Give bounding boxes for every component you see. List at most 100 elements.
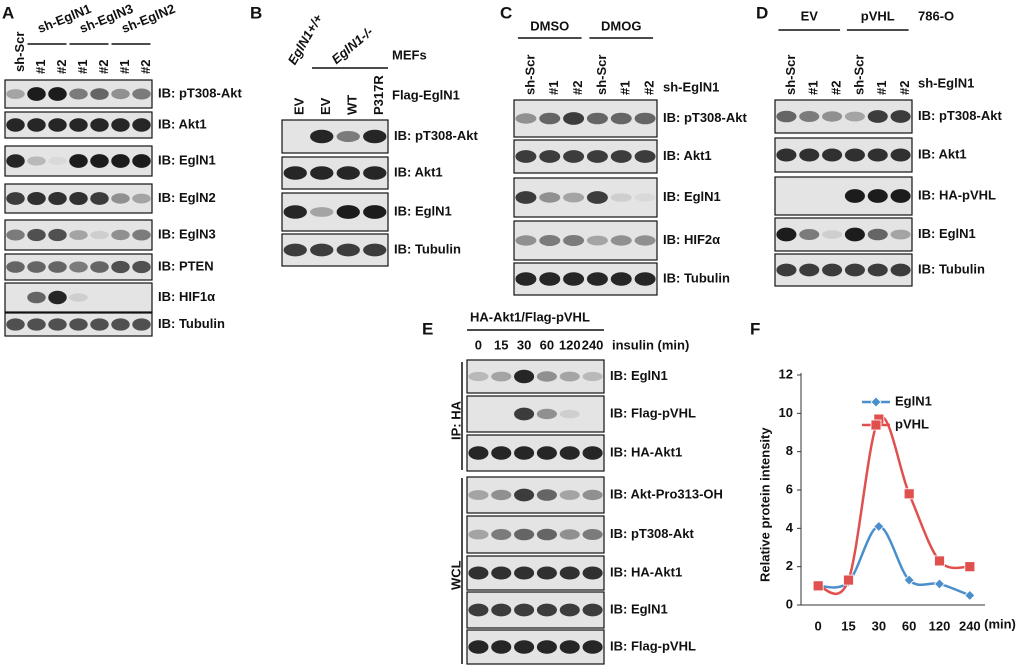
band xyxy=(27,156,46,166)
band xyxy=(514,407,535,421)
band xyxy=(48,118,67,132)
band xyxy=(634,112,656,125)
lane-label: #2 xyxy=(642,81,657,95)
lane-label: 15 xyxy=(494,337,508,352)
band xyxy=(634,150,656,163)
x-axis-label: (min) xyxy=(984,616,1016,631)
band xyxy=(111,154,130,168)
panel-label: F xyxy=(750,319,760,338)
y-axis-label: Relative protein intensity xyxy=(757,427,772,582)
lane-label: #2 xyxy=(897,81,912,95)
blot-label: IB: HA-Akt1 xyxy=(610,564,682,579)
band xyxy=(27,291,46,304)
y-tick-label: 2 xyxy=(786,558,793,573)
band xyxy=(822,230,843,239)
blot xyxy=(513,262,658,296)
band xyxy=(90,154,109,168)
band xyxy=(90,318,109,331)
lane-label: #1 xyxy=(618,81,633,95)
lane-label: sh-Scr xyxy=(12,32,27,72)
blot-label: IB: Tubulin xyxy=(394,241,461,256)
band xyxy=(468,603,489,617)
band xyxy=(6,154,25,168)
band xyxy=(514,566,535,580)
band xyxy=(536,408,557,420)
band xyxy=(586,235,608,246)
group-label: IP: HA xyxy=(448,400,463,440)
blot-label: IB: Tubulin xyxy=(918,261,985,276)
band xyxy=(90,118,109,132)
blot xyxy=(513,99,658,138)
band xyxy=(6,89,25,99)
band xyxy=(514,488,535,502)
band xyxy=(283,243,307,257)
band xyxy=(48,156,67,166)
blot-label: IB: Flag-pVHL xyxy=(610,638,696,653)
band xyxy=(822,263,843,277)
band xyxy=(132,260,151,274)
band xyxy=(844,189,865,203)
y-tick-label: 6 xyxy=(786,481,793,496)
group-label: DMSO xyxy=(530,18,569,33)
lane-label: #2 xyxy=(138,60,153,74)
blot xyxy=(466,629,605,665)
x-tick-label: 0 xyxy=(815,618,822,633)
band xyxy=(491,640,512,654)
band xyxy=(559,603,580,617)
band xyxy=(69,118,88,132)
band xyxy=(610,150,632,163)
band xyxy=(468,371,489,382)
band xyxy=(536,640,557,654)
panel-label: D xyxy=(756,3,768,22)
blot xyxy=(774,217,913,252)
blot-label: IB: EglN1 xyxy=(158,152,216,167)
band xyxy=(539,272,561,286)
band xyxy=(6,192,25,205)
blot xyxy=(466,591,605,629)
band xyxy=(132,193,151,204)
marker xyxy=(934,555,945,567)
band xyxy=(586,191,608,204)
lane-title: sh-EglN1 xyxy=(918,75,974,90)
band xyxy=(539,235,561,246)
band xyxy=(6,118,25,132)
marker xyxy=(873,520,885,532)
band xyxy=(491,529,512,540)
y-tick-label: 10 xyxy=(779,405,793,420)
lane-label: P317R xyxy=(371,75,386,115)
band xyxy=(890,148,911,162)
band xyxy=(69,88,88,100)
band xyxy=(822,148,843,162)
band xyxy=(515,191,537,204)
blot-label: IB: Akt1 xyxy=(158,116,207,131)
band xyxy=(634,272,656,286)
band xyxy=(586,112,608,125)
band xyxy=(132,88,151,100)
band xyxy=(48,191,67,206)
band xyxy=(48,87,67,101)
blot xyxy=(513,139,658,174)
band xyxy=(586,150,608,163)
band xyxy=(491,446,512,460)
lane-label: 0 xyxy=(475,337,482,352)
band xyxy=(582,489,603,501)
band xyxy=(563,112,585,125)
blot xyxy=(466,515,605,554)
lane-label: sh-Scr xyxy=(851,55,866,95)
blot xyxy=(466,555,605,591)
band xyxy=(491,566,512,580)
band xyxy=(491,603,512,617)
marker xyxy=(812,580,824,592)
band xyxy=(559,371,580,382)
band xyxy=(468,529,489,540)
band xyxy=(336,131,360,142)
panel-label: B xyxy=(250,3,262,22)
blot-label: IB: pT308-Akt xyxy=(610,526,694,541)
blot-label: IB: EglN1 xyxy=(610,368,668,383)
band xyxy=(336,166,360,180)
band xyxy=(48,290,67,305)
lane-label: 30 xyxy=(517,337,531,352)
y-tick-label: 12 xyxy=(779,366,793,381)
band xyxy=(582,529,603,540)
